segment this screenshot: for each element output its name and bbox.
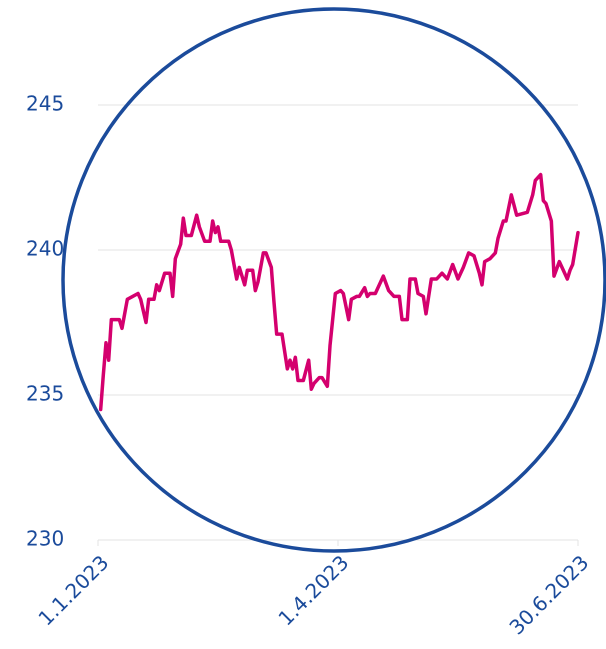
y-tick-label: 230 xyxy=(26,527,64,551)
x-tick-label: 1.1.2023 xyxy=(33,550,113,630)
y-tick-label: 245 xyxy=(26,92,64,116)
marks xyxy=(98,172,580,412)
grid xyxy=(97,104,579,546)
highlight-circle xyxy=(61,7,606,553)
line xyxy=(98,172,580,412)
y-tick-label: 235 xyxy=(26,382,64,406)
x-tick-label: 30.6.2023 xyxy=(504,550,593,639)
x-tick-label: 1.4.2023 xyxy=(273,550,353,630)
y-tick-label: 240 xyxy=(26,237,64,261)
